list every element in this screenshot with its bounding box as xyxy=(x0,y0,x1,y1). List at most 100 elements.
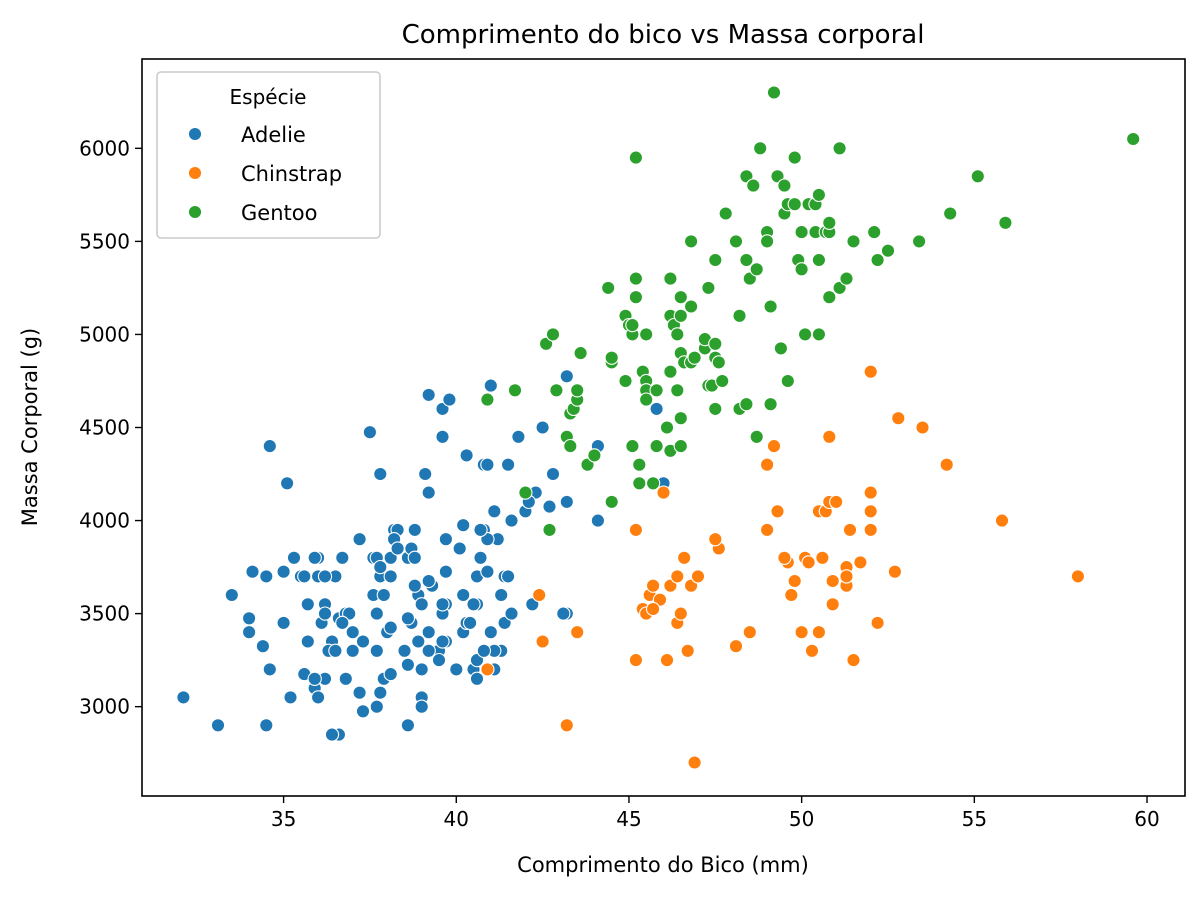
point-gentoo xyxy=(811,252,827,268)
point-chinstrap xyxy=(628,522,644,538)
point-chinstrap xyxy=(839,569,854,584)
point-adelie xyxy=(245,564,260,579)
point-gentoo xyxy=(673,411,688,426)
point-gentoo xyxy=(870,252,885,268)
point-gentoo xyxy=(728,234,744,249)
point-adelie xyxy=(369,699,384,714)
point-adelie xyxy=(383,620,398,635)
point-chinstrap xyxy=(656,485,671,500)
point-chinstrap xyxy=(846,652,861,668)
x-tick-label: 55 xyxy=(962,807,987,831)
point-adelie xyxy=(373,685,388,700)
point-chinstrap xyxy=(535,634,550,649)
point-adelie xyxy=(338,671,353,686)
point-chinstrap xyxy=(628,652,644,668)
point-chinstrap xyxy=(1070,569,1086,584)
point-gentoo xyxy=(604,350,619,365)
point-adelie xyxy=(262,438,277,454)
point-gentoo xyxy=(683,234,699,249)
point-gentoo xyxy=(1126,131,1141,147)
point-gentoo xyxy=(832,141,847,156)
point-chinstrap xyxy=(842,522,858,538)
point-adelie xyxy=(355,704,371,719)
legend-box xyxy=(156,71,381,239)
point-adelie xyxy=(462,615,478,631)
point-adelie xyxy=(559,494,574,510)
point-chinstrap xyxy=(770,504,785,519)
point-chinstrap xyxy=(777,550,792,565)
point-adelie xyxy=(438,532,454,547)
x-tick-label: 60 xyxy=(1134,807,1159,831)
point-gentoo xyxy=(787,150,802,165)
point-adelie xyxy=(407,522,422,538)
point-chinstrap xyxy=(794,625,809,640)
point-adelie xyxy=(390,541,405,556)
point-chinstrap xyxy=(677,550,692,565)
point-adelie xyxy=(307,550,322,565)
point-chinstrap xyxy=(659,652,675,668)
point-gentoo xyxy=(880,243,896,258)
point-gentoo xyxy=(732,308,747,323)
point-chinstrap xyxy=(673,606,688,621)
point-gentoo xyxy=(708,336,723,351)
point-gentoo xyxy=(846,234,861,249)
point-adelie xyxy=(259,718,274,733)
point-gentoo xyxy=(787,197,802,212)
point-gentoo xyxy=(763,397,778,412)
point-adelie xyxy=(176,690,191,705)
point-chinstrap xyxy=(690,569,706,584)
point-adelie xyxy=(435,597,450,612)
point-gentoo xyxy=(718,206,733,221)
point-adelie xyxy=(317,569,333,584)
point-adelie xyxy=(504,513,519,528)
point-gentoo xyxy=(763,299,778,314)
point-adelie xyxy=(383,569,398,584)
point-chinstrap xyxy=(708,532,723,547)
x-tick-label: 35 xyxy=(271,807,296,831)
plot-points xyxy=(176,85,1141,770)
point-adelie xyxy=(542,499,557,514)
point-gentoo xyxy=(625,438,640,454)
y-tick-label: 4000 xyxy=(79,509,130,533)
point-adelie xyxy=(452,541,467,556)
point-adelie xyxy=(459,448,474,463)
point-gentoo xyxy=(670,383,685,398)
point-chinstrap xyxy=(939,457,954,472)
point-chinstrap xyxy=(801,555,816,570)
point-chinstrap xyxy=(532,587,547,603)
y-tick-label: 6000 xyxy=(79,136,130,160)
point-gentoo xyxy=(545,327,561,342)
point-gentoo xyxy=(683,299,699,314)
point-gentoo xyxy=(839,271,854,286)
point-adelie xyxy=(276,615,291,631)
point-adelie xyxy=(345,625,360,640)
point-chinstrap xyxy=(645,578,661,593)
point-adelie xyxy=(414,699,429,714)
point-adelie xyxy=(400,718,416,733)
point-adelie xyxy=(300,597,315,612)
point-gentoo xyxy=(632,457,647,472)
point-gentoo xyxy=(794,262,809,277)
point-adelie xyxy=(590,513,606,528)
point-adelie xyxy=(297,569,312,584)
point-chinstrap xyxy=(742,625,757,640)
point-gentoo xyxy=(673,438,688,454)
point-adelie xyxy=(283,690,298,705)
point-adelie xyxy=(286,550,302,565)
point-adelie xyxy=(476,643,492,658)
point-adelie xyxy=(400,611,416,626)
point-gentoo xyxy=(632,476,647,491)
point-chinstrap xyxy=(728,639,744,654)
point-gentoo xyxy=(711,355,726,370)
point-gentoo xyxy=(766,85,782,100)
point-adelie xyxy=(279,476,295,491)
point-gentoo xyxy=(777,178,792,193)
y-tick-label: 5000 xyxy=(79,322,130,346)
point-adelie xyxy=(535,420,550,435)
point-adelie xyxy=(407,578,422,593)
point-adelie xyxy=(400,657,416,672)
point-adelie xyxy=(255,639,271,654)
point-gentoo xyxy=(998,215,1013,230)
point-gentoo xyxy=(749,262,764,277)
point-gentoo xyxy=(739,252,754,268)
